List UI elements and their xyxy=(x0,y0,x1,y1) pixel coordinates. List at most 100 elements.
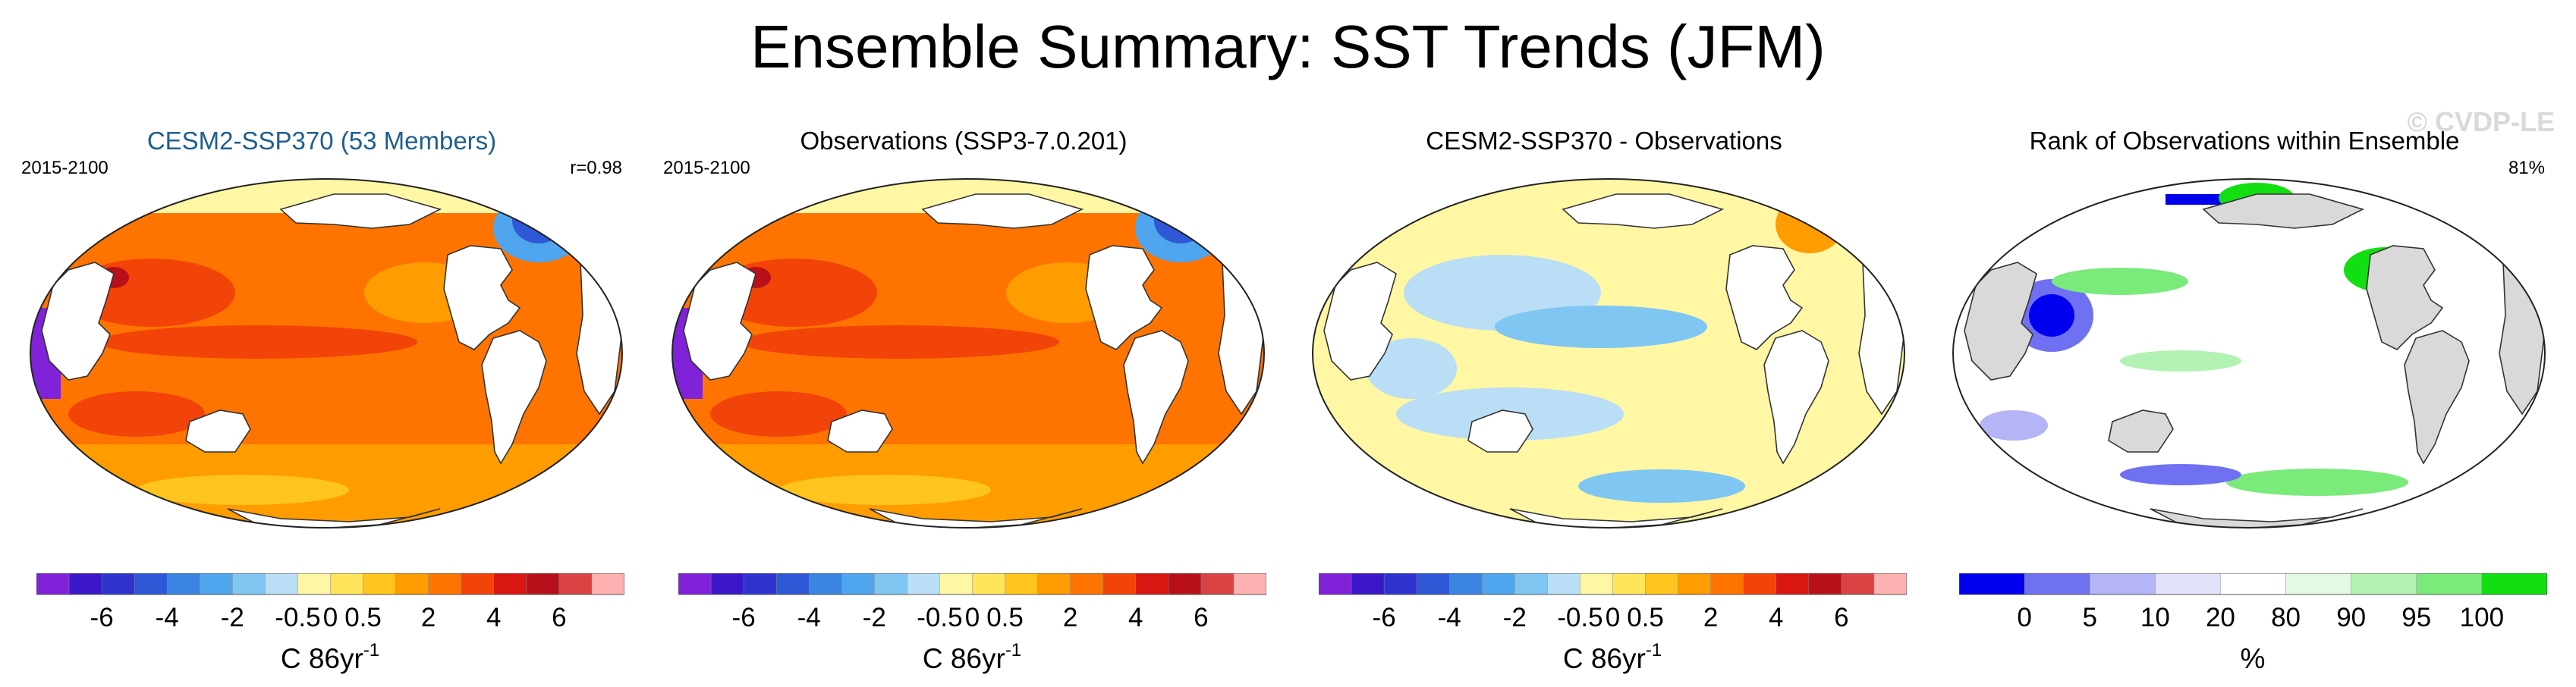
map-fill xyxy=(1313,179,1904,528)
colorbar-swatch-3 xyxy=(2155,573,2222,595)
colorbar-swatch-9 xyxy=(330,573,364,595)
colorbar-swatch-8 xyxy=(297,573,332,595)
land-outline-0 xyxy=(41,262,115,381)
colorbar-tick-label: 100 xyxy=(2460,603,2504,632)
colorbar-swatch-7 xyxy=(2416,573,2483,595)
equatorial-band xyxy=(741,325,1059,359)
colorbar-swatch-1 xyxy=(1351,573,1385,595)
land-outline-0 xyxy=(1964,262,2037,381)
panel-observations: Observations (SSP3-7.0.201) 2015-2100 -6… xyxy=(646,114,1281,686)
southern-low-rank xyxy=(2120,464,2241,485)
sst-trend-map xyxy=(30,178,623,529)
map-border xyxy=(30,178,623,529)
colorbar-tick-label: 0 xyxy=(965,603,980,632)
main-title: Ensemble Summary: SST Trends (JFM) xyxy=(750,13,1826,80)
colorbar-swatch-4 xyxy=(808,573,843,595)
colorbar-swatch-14 xyxy=(493,573,527,595)
units-exponent: -1 xyxy=(1646,640,1662,660)
labrador-cooling-outer xyxy=(493,194,584,262)
land-outline-2 xyxy=(1725,245,1804,350)
colorbar-swatch-16 xyxy=(558,573,593,595)
colorbar-tick-label: 95 xyxy=(2401,603,2431,632)
colorbar-swatch-7 xyxy=(907,573,941,595)
land-outline-2 xyxy=(2366,245,2444,350)
colorbar-swatch-8 xyxy=(1580,573,1614,595)
trend-colorbar: -6 -4 -2 -0.5 0 0.5 2 4 6 C 86yr-1 xyxy=(1319,573,1907,674)
indian-ocean-anomaly xyxy=(1366,338,1457,399)
panel-difference: CESM2-SSP370 - Observations -6 -4 -2 -0.5 0 0… xyxy=(1287,114,1921,686)
labrador-cooling-inner xyxy=(512,198,565,243)
units-exponent: -1 xyxy=(1005,640,1021,660)
trend-colorbar: -6 -4 -2 -0.5 0 0.5 2 4 6 C 86yr-1 xyxy=(678,573,1266,674)
panel-model: CESM2-SSP370 (53 Members) 2015-2100 r=0.… xyxy=(5,114,639,686)
colorbar-swatch-0 xyxy=(1319,573,1352,595)
colorbar-swatch-15 xyxy=(526,573,560,595)
colorbar-swatch-15 xyxy=(1808,573,1842,595)
colorbar-swatch-16 xyxy=(1841,573,1875,595)
rank-map xyxy=(1952,178,2546,529)
colorbar-swatch-14 xyxy=(1135,573,1169,595)
colorbar-tick-label: -2 xyxy=(221,603,244,632)
colorbar-swatch-5 xyxy=(1482,573,1516,595)
colorbar-swatch-6 xyxy=(2351,573,2417,595)
colorbar-tick-label: -0.5 xyxy=(917,603,962,632)
colorbar-swatch-17 xyxy=(1233,573,1266,595)
colorbar-swatch-12 xyxy=(1710,573,1744,595)
panel-title: Rank of Observations within Ensemble xyxy=(2029,127,2460,155)
colorbar-tick-label: -0.5 xyxy=(1557,603,1603,632)
colorbar-tick-label: -0.5 xyxy=(275,603,320,632)
panel-rank: Rank of Observations within Ensemble 81%… xyxy=(1927,114,2562,686)
colorbar-swatch-3 xyxy=(1416,573,1450,595)
colorbar-tick-label: 5 xyxy=(2082,603,2096,632)
colorbar-tick-label: 0.5 xyxy=(1627,603,1664,632)
colorbar-swatch-2 xyxy=(101,573,135,595)
colorbar-tick-label: -6 xyxy=(732,603,756,632)
colorbar-swatch-11 xyxy=(1678,573,1712,595)
colorbar-tick-label: -4 xyxy=(1438,603,1461,632)
colorbar-swatch-6 xyxy=(1514,573,1549,595)
period-label: 2015-2100 xyxy=(21,158,109,178)
land-outline-3 xyxy=(1123,330,1189,465)
high-rank-band xyxy=(2052,268,2188,295)
colorbar-tick-label: 2 xyxy=(1063,603,1077,632)
land-outline-5 xyxy=(1562,193,1725,229)
colorbar-swatch-3 xyxy=(775,573,810,595)
land-outline-5 xyxy=(921,193,1084,229)
colorbar-swatch-15 xyxy=(1168,573,1202,595)
colorbar-swatch-12 xyxy=(1070,573,1104,595)
colorbar-swatch-9 xyxy=(1612,573,1647,595)
colorbar-frame xyxy=(678,573,1266,595)
colorbar-swatch-7 xyxy=(1547,573,1581,595)
trend-colorbar: -6 -4 -2 -0.5 0 0.5 2 4 6 C 86yr-1 xyxy=(36,573,624,674)
indian-ocean-patch xyxy=(68,391,205,437)
colorbar-units-label: C 86yr-1 xyxy=(1563,640,1662,674)
panel-title: Observations (SSP3-7.0.201) xyxy=(800,127,1128,155)
rank-summary-percent: 81% xyxy=(2508,158,2545,178)
colorbar-swatch-4 xyxy=(166,573,201,595)
colorbar-tick-label: 2 xyxy=(1703,603,1718,632)
colorbar-swatch-2 xyxy=(2089,573,2156,595)
colorbar-tick-label: -6 xyxy=(1373,603,1396,632)
colorbar-swatch-8 xyxy=(939,573,973,595)
map-border xyxy=(1952,178,2546,529)
lowest-rank-patch xyxy=(2029,294,2074,337)
colorbar-tick-label: 0.5 xyxy=(344,603,382,632)
colorbar-tick-label: -2 xyxy=(863,603,886,632)
colorbar-swatch-0 xyxy=(678,573,712,595)
colorbar-tick-label: 0 xyxy=(323,603,338,632)
colorbar-tick-label: 4 xyxy=(1769,603,1783,632)
colorbar-swatch-2 xyxy=(743,573,777,595)
map-fill xyxy=(1953,179,2545,528)
map-border xyxy=(672,178,1265,529)
colorbar-swatch-13 xyxy=(1743,573,1777,595)
rank-colorbar: 0 5 10 20 80 90 95 100% xyxy=(1959,573,2547,674)
colorbar-swatch-5 xyxy=(200,573,234,595)
colorbar-swatch-13 xyxy=(1102,573,1137,595)
colorbar-tick-label: 4 xyxy=(486,603,501,632)
land-outline-1 xyxy=(1467,409,1533,453)
colorbar-tick-label: 2 xyxy=(421,603,436,632)
land-outline-1 xyxy=(827,409,893,453)
colorbar-swatch-0 xyxy=(36,573,70,595)
colorbar-swatch-10 xyxy=(363,573,397,595)
map-border xyxy=(1312,178,1905,529)
